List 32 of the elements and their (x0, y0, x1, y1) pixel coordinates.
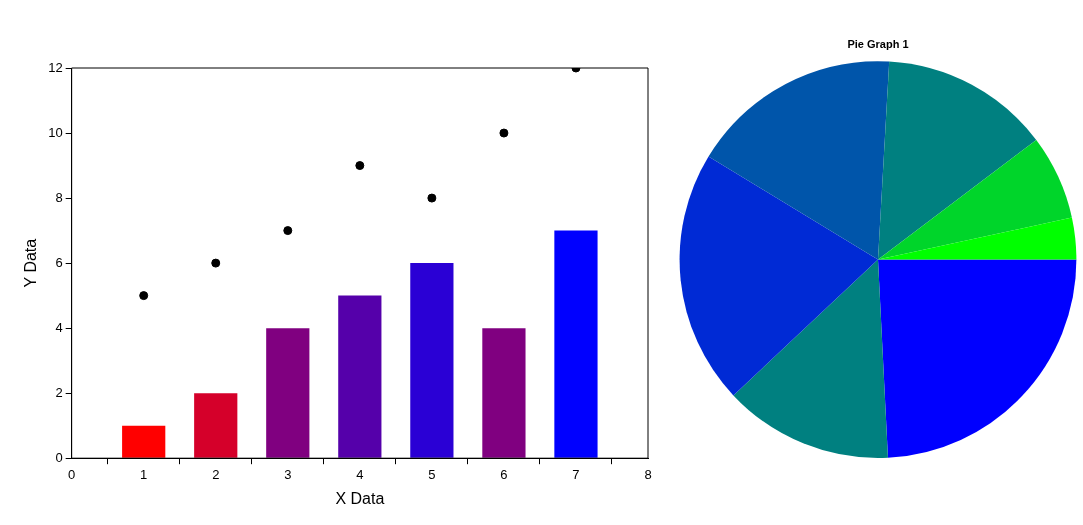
bar (194, 393, 238, 458)
x-tick-label: 1 (140, 466, 148, 482)
x-tick-label: 8 (644, 466, 652, 482)
y-tick-label: 6 (55, 254, 63, 270)
y-tick-label: 2 (55, 384, 63, 400)
bar (554, 230, 598, 458)
y-tick-label: 4 (55, 319, 63, 335)
x-tick-label: 4 (356, 466, 364, 482)
y-tick-label: 12 (48, 59, 63, 75)
bar (410, 263, 454, 458)
bar (266, 328, 310, 458)
y-tick-label: 8 (55, 189, 63, 205)
point (211, 258, 221, 268)
point (499, 128, 509, 138)
x-axis-title: X Data (335, 489, 385, 507)
x-tick-label: 3 (284, 466, 292, 482)
bar (122, 425, 166, 458)
chart-title: Pie Graph 1 (847, 37, 909, 50)
y-axis-title: Y Data (22, 238, 40, 288)
x-tick-label: 5 (428, 466, 436, 482)
x-tick-label: 7 (572, 466, 580, 482)
bar (338, 295, 382, 458)
x-tick-label: 6 (500, 466, 508, 482)
bar (482, 328, 526, 458)
y-tick-label: 0 (55, 449, 63, 465)
point (427, 193, 437, 203)
y-tick-label: 10 (48, 124, 63, 140)
x-tick-label: 2 (212, 466, 220, 482)
x-tick-label: 0 (68, 466, 76, 482)
point (355, 161, 365, 171)
point (139, 291, 149, 301)
point (283, 226, 293, 236)
